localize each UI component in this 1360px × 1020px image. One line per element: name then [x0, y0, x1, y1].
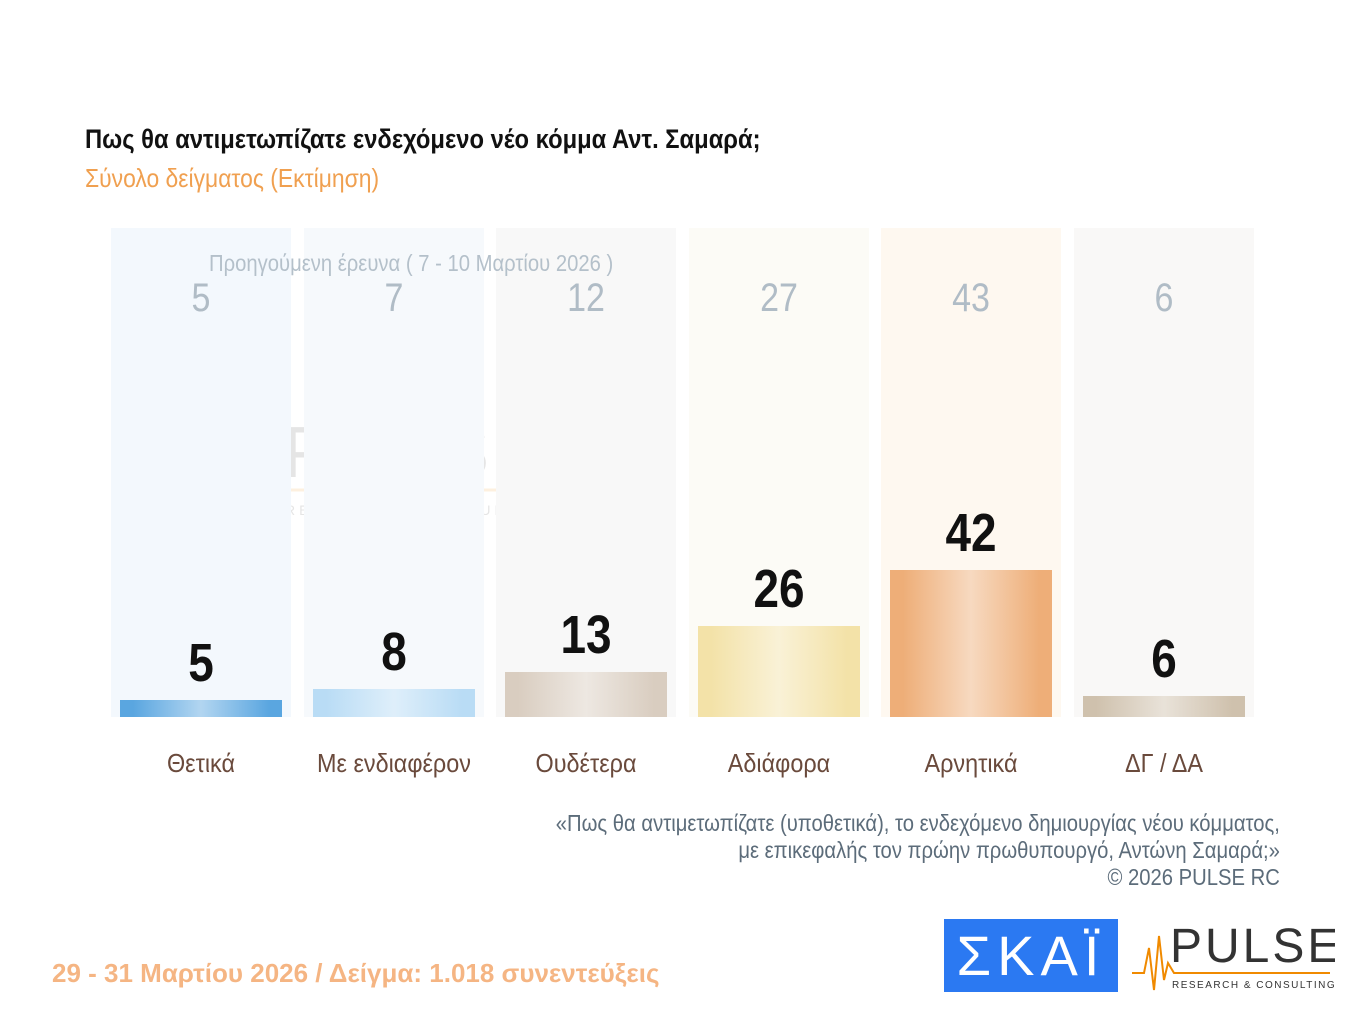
previous-value-label: 43: [952, 276, 990, 320]
category-label: ΔΓ / ΔΑ: [1124, 748, 1203, 778]
previous-survey-label: Προηγούμενη έρευνα ( 7 - 10 Μαρτίου 2026…: [209, 250, 614, 276]
note-line: με επικεφαλής τον πρώην πρωθυπουργό, Αντ…: [738, 837, 1280, 863]
previous-value-label: 27: [759, 276, 798, 320]
bar: [312, 689, 475, 717]
category-panel: [1073, 228, 1254, 717]
chart-subtitle: Σύνολο δείγματος (Εκτίμηση): [85, 163, 380, 193]
note-line: «Πως θα αντιμετωπίζατε (υποθετικά), το ε…: [555, 810, 1280, 836]
category-label: Ουδέτερα: [535, 748, 637, 778]
value-label: 13: [560, 604, 612, 665]
bar: [505, 671, 667, 717]
survey-dates-sample: 29 - 31 Μαρτίου 2026 / Δείγμα: 1.018 συν…: [52, 958, 660, 988]
previous-value-label: 7: [384, 276, 403, 320]
category-panel: [111, 228, 291, 717]
bar: [697, 626, 860, 717]
copyright: © 2026 PULSE RC: [1107, 864, 1280, 890]
value-label: 42: [945, 503, 997, 563]
bar: [1082, 696, 1245, 717]
category-label: Θετικά: [166, 748, 236, 778]
previous-value-label: 6: [1154, 276, 1173, 320]
pulse-logo: PULSE RESEARCH & CONSULTING: [1132, 920, 1335, 991]
chart-title: Πως θα αντιμετωπίζατε ενδεχόμενο νέο κόμ…: [85, 124, 761, 154]
bar: [890, 570, 1052, 717]
value-label: 26: [752, 559, 805, 619]
value-label: 6: [1150, 629, 1177, 689]
previous-value-label: 5: [191, 276, 211, 320]
bar: [120, 699, 282, 717]
category-label: Με ενδιαφέρον: [316, 748, 471, 778]
category-label: Αδιάφορα: [727, 748, 830, 778]
svg-text:RESEARCH & CONSULTING: RESEARCH & CONSULTING: [1172, 980, 1335, 991]
svg-text:PULSE: PULSE: [1170, 920, 1335, 973]
value-label: 5: [188, 632, 214, 693]
previous-value-label: 12: [567, 276, 605, 320]
category-panel: [303, 228, 484, 717]
question-note: «Πως θα αντιμετωπίζατε (υποθετικά), το ε…: [556, 810, 1280, 891]
value-label: 8: [380, 622, 407, 682]
category-panel: [496, 228, 676, 717]
category-label: Αρνητικά: [924, 748, 1018, 778]
skai-logo: ΣΚΑΪ: [944, 919, 1118, 992]
